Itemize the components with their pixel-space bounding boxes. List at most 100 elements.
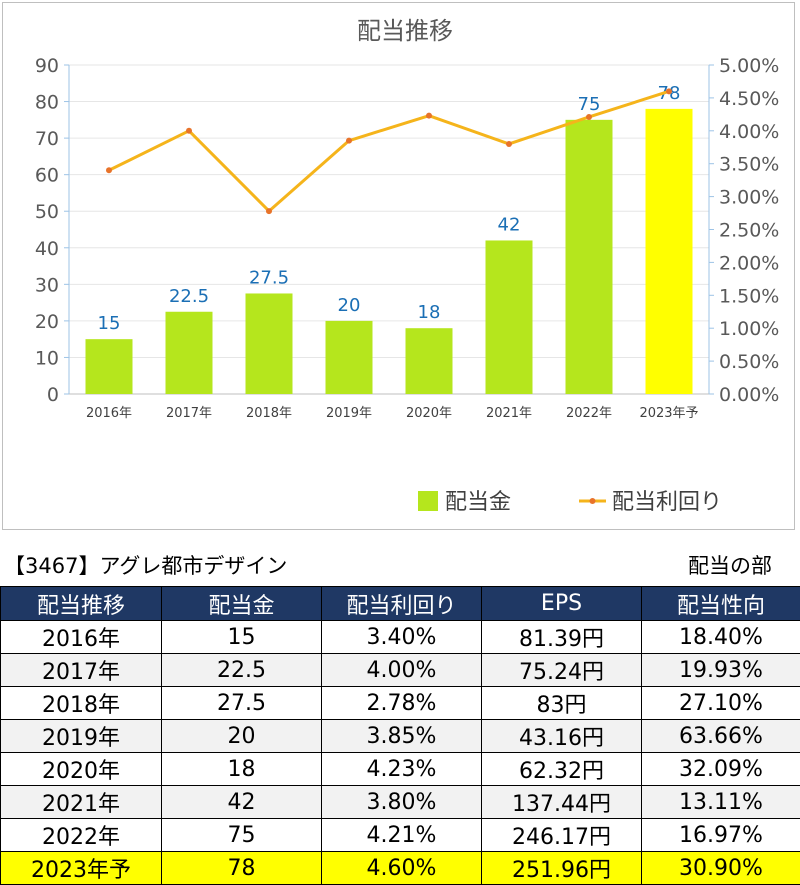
right-tick-label: 4.50%	[719, 88, 779, 110]
table-cell: 62.32円	[482, 753, 642, 786]
bar-data-label: 42	[498, 214, 521, 235]
table-cell: 27.5	[162, 687, 322, 720]
bar-2019年	[326, 321, 373, 394]
yield-point-2019年	[346, 138, 352, 144]
table-cell: 19.93%	[642, 654, 800, 687]
bar-data-label: 15	[98, 313, 121, 334]
table-cell: 2016年	[1, 621, 162, 654]
table-cell: 16.97%	[642, 819, 800, 852]
column-header: EPS	[482, 587, 642, 621]
table-cell: 18	[162, 753, 322, 786]
yield-point-2017年	[186, 128, 192, 134]
table-cell: 30.90%	[642, 852, 800, 885]
left-tick-label: 30	[35, 274, 59, 296]
table-cell: 63.66%	[642, 720, 800, 753]
yield-point-2018年	[266, 208, 272, 214]
yield-point-2016年	[106, 167, 112, 173]
yield-point-2021年	[506, 141, 512, 147]
chart-title: 配当推移	[357, 17, 453, 45]
legend-swatch-bar	[418, 491, 438, 511]
table-cell: 13.11%	[642, 786, 800, 819]
table-cell: 2023年予	[1, 852, 162, 885]
column-header: 配当性向	[642, 587, 800, 621]
left-tick-label: 40	[35, 238, 59, 260]
table-cell: 2017年	[1, 654, 162, 687]
left-tick-label: 90	[35, 55, 59, 77]
table-cell: 42	[162, 786, 322, 819]
left-tick-label: 70	[35, 128, 59, 150]
left-tick-label: 0	[47, 384, 59, 406]
x-tick-label: 2016年	[86, 406, 132, 421]
bar-data-label: 22.5	[169, 286, 209, 307]
right-tick-label: 4.00%	[719, 121, 779, 143]
table-cell: 27.10%	[642, 687, 800, 720]
table-cell: 2020年	[1, 753, 162, 786]
dividend-chart: 配当推移01020304050607080900.00%0.50%1.00%1.…	[3, 3, 796, 531]
bar-2016年	[86, 339, 133, 394]
table-cell: 4.23%	[322, 753, 482, 786]
x-tick-label: 2020年	[406, 406, 452, 421]
x-tick-label: 2023年予	[639, 406, 698, 421]
table-cell: 43.16円	[482, 720, 642, 753]
yield-point-2022年	[586, 114, 592, 120]
x-tick-label: 2021年	[486, 406, 532, 421]
table-cell: 3.80%	[322, 786, 482, 819]
table-cell: 2022年	[1, 819, 162, 852]
x-tick-label: 2019年	[326, 406, 372, 421]
column-header: 配当利回り	[322, 587, 482, 621]
table-cell: 22.5	[162, 654, 322, 687]
section-label: 配当の部	[688, 550, 772, 580]
bar-2017年	[166, 312, 213, 394]
left-tick-label: 60	[35, 165, 59, 187]
table-cell: 246.17円	[482, 819, 642, 852]
table-cell: 81.39円	[482, 621, 642, 654]
table-cell: 137.44円	[482, 786, 642, 819]
table-cell: 4.00%	[322, 654, 482, 687]
table-cell: 32.09%	[642, 753, 800, 786]
table-cell: 3.85%	[322, 720, 482, 753]
table-cell: 4.21%	[322, 819, 482, 852]
bar-2023年予	[646, 109, 693, 394]
bar-2021年	[486, 240, 533, 394]
right-tick-label: 2.50%	[719, 220, 779, 242]
right-tick-label: 1.00%	[719, 318, 779, 340]
left-tick-label: 20	[35, 311, 59, 333]
right-tick-label: 2.00%	[719, 252, 779, 274]
legend-swatch-marker	[590, 498, 596, 504]
table-cell: 251.96円	[482, 852, 642, 885]
bar-data-label: 27.5	[249, 267, 289, 288]
table-cell: 2019年	[1, 720, 162, 753]
company-label: 【3467】アグレ都市デザイン	[4, 550, 287, 580]
table-cell: 2.78%	[322, 687, 482, 720]
right-tick-label: 5.00%	[719, 55, 779, 77]
right-tick-label: 3.00%	[719, 187, 779, 209]
table-cell: 3.40%	[322, 621, 482, 654]
yield-point-2023年予	[666, 88, 672, 94]
right-tick-label: 0.50%	[719, 351, 779, 373]
table-cell: 2018年	[1, 687, 162, 720]
table-cell: 18.40%	[642, 621, 800, 654]
x-tick-label: 2017年	[166, 406, 212, 421]
right-tick-label: 1.50%	[719, 285, 779, 307]
x-tick-label: 2022年	[566, 406, 612, 421]
table-header-row: 配当推移 配当金 配当利回り EPS 配当性向	[1, 587, 800, 621]
table-cell: 78	[162, 852, 322, 885]
yield-point-2020年	[426, 113, 432, 119]
legend-label-bar: 配当金	[445, 490, 511, 515]
table-cell: 83円	[482, 687, 642, 720]
left-tick-label: 50	[35, 201, 59, 223]
x-tick-label: 2018年	[246, 406, 292, 421]
bar-data-label: 75	[578, 94, 601, 115]
bar-2018年	[246, 293, 293, 394]
bar-2022年	[566, 120, 613, 394]
bar-data-label: 20	[338, 295, 361, 316]
